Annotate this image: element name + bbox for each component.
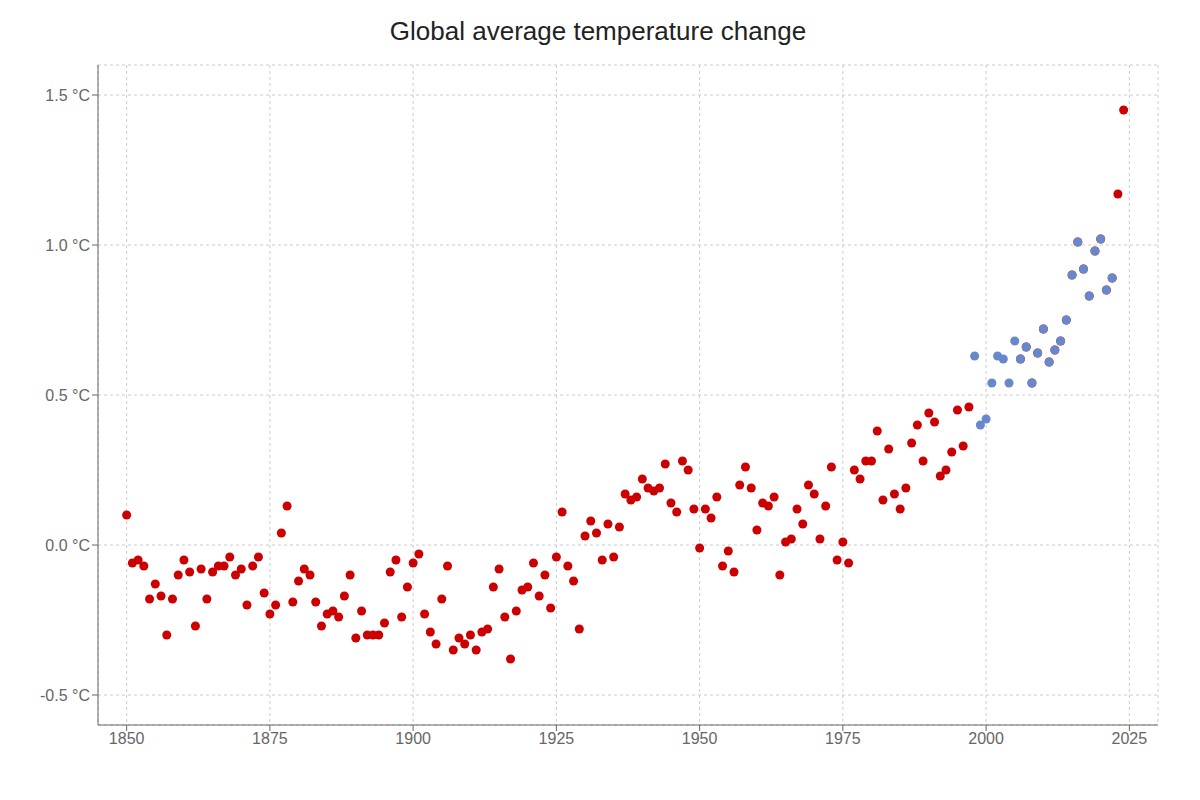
svg-text:1850: 1850 [109,730,145,747]
svg-text:2000: 2000 [968,730,1004,747]
svg-text:0.0 °C: 0.0 °C [45,537,90,554]
svg-text:0.5 °C: 0.5 °C [45,387,90,404]
svg-text:-0.5 °C: -0.5 °C [40,687,90,704]
svg-text:1950: 1950 [682,730,718,747]
svg-text:1875: 1875 [252,730,288,747]
html-text:Global average temperature cha: Global average temperature change [389,16,807,46]
svg-text:1975: 1975 [825,730,861,747]
svg-text:2025: 2025 [1112,730,1148,747]
svg-text:1900: 1900 [395,730,431,747]
svg-text:1.5 °C: 1.5 °C [45,87,90,104]
svg-text:1925: 1925 [539,730,575,747]
svg-text:1.0 °C: 1.0 °C [45,237,90,254]
